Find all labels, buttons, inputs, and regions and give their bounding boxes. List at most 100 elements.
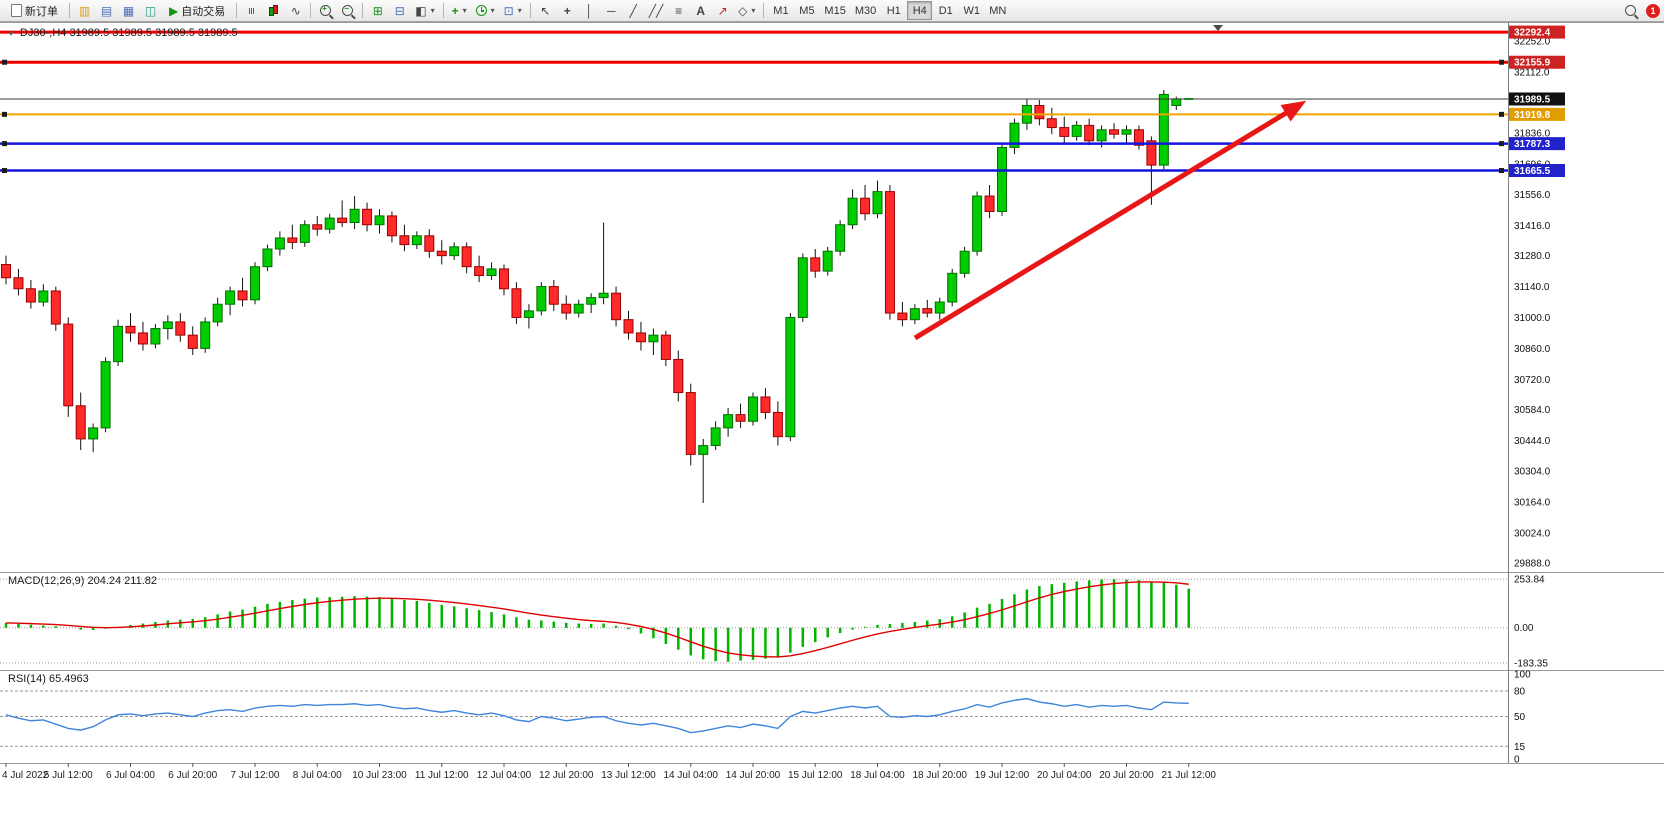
- equidistant-channel-icon: ╱╱: [648, 3, 664, 18]
- rsi-indicator-label: RSI(14) 65.4963: [8, 673, 89, 685]
- time-axis-label: 18 Jul 04:00: [850, 770, 905, 781]
- new-chart-icon: ◧: [415, 3, 427, 18]
- rsi-axis-label: 50: [1514, 712, 1526, 723]
- horizontal-line-button[interactable]: ─: [601, 1, 622, 20]
- trend-arrow[interactable]: [913, 104, 1298, 341]
- periods-button[interactable]: ▾: [472, 1, 499, 20]
- new-order-button[interactable]: 新订单: [4, 1, 65, 20]
- price-tick-label: 30584.0: [1514, 405, 1551, 416]
- hline-handle[interactable]: [2, 168, 7, 174]
- time-axis-label: 6 Jul 04:00: [106, 770, 155, 781]
- new-chart-button[interactable]: ◧ ▾: [411, 1, 438, 20]
- line-chart-icon: ∿: [290, 3, 301, 18]
- timeframe-button-M15[interactable]: M15: [820, 1, 849, 20]
- arrow-tool-icon: ↗: [717, 3, 728, 18]
- rsi-axis-label: 80: [1514, 687, 1526, 698]
- text-tool-icon: A: [696, 3, 705, 18]
- zoom-out-button[interactable]: −: [337, 1, 358, 20]
- hline-handle[interactable]: [2, 59, 7, 65]
- fibonacci-button[interactable]: ≡: [668, 1, 689, 20]
- timeframe-button-M5[interactable]: M5: [794, 1, 819, 20]
- trendline-button[interactable]: ╱: [623, 1, 644, 20]
- price-badge: [1509, 164, 1565, 178]
- line-chart-button[interactable]: ∿: [285, 1, 306, 20]
- rsi-axis-label: 0: [1514, 755, 1520, 766]
- time-axis-label: 7 Jul 12:00: [231, 770, 280, 781]
- channel-button[interactable]: ╱╱: [645, 1, 667, 20]
- indicators-plus-icon: +: [451, 3, 459, 18]
- price-axis[interactable]: 32252.032112.031836.031696.031556.031416…: [1509, 25, 1565, 570]
- timeframe-button-H4[interactable]: H4: [907, 1, 933, 20]
- timeframe-button-MN[interactable]: MN: [985, 1, 1010, 20]
- cursor-icon: ↖: [540, 3, 551, 18]
- timeframe-button-H1[interactable]: H1: [881, 1, 906, 20]
- one-click-trading-toggle[interactable]: ▼: [7, 28, 15, 38]
- autotrade-button[interactable]: ▶ 自动交易: [162, 1, 232, 20]
- vertical-line-icon: │: [585, 3, 593, 18]
- clock-icon: [475, 5, 487, 16]
- arrow-tool-button[interactable]: ↗: [712, 1, 733, 20]
- hline-handle[interactable]: [1499, 111, 1504, 117]
- candlestick-chart-button[interactable]: [263, 1, 284, 20]
- zoom-in-icon: +: [320, 4, 332, 16]
- price-tick-label: 31836.0: [1514, 128, 1551, 139]
- price-tick-label: 30164.0: [1514, 498, 1551, 509]
- bar-chart-button[interactable]: ≡: [241, 1, 262, 20]
- market-watch-button[interactable]: ▥: [74, 1, 95, 20]
- price-badge: [1509, 92, 1565, 106]
- chart-shift-marker[interactable]: [1213, 25, 1223, 31]
- hline-handle[interactable]: [1499, 141, 1504, 147]
- text-button[interactable]: A: [690, 1, 711, 20]
- search-button[interactable]: [1620, 1, 1641, 20]
- zoom-out-minus: −: [344, 4, 349, 13]
- symbol-ohlc-text: DJ30-,H4 31989.5 31989.5 31989.5 31989.5: [19, 27, 238, 39]
- price-badge-label: 32292.4: [1514, 28, 1551, 39]
- cascade-windows-button[interactable]: ⊟: [389, 1, 410, 20]
- time-axis-label: 5 Jul 12:00: [44, 770, 93, 781]
- toolbar-separator: [529, 3, 531, 18]
- crosshair-button[interactable]: +: [557, 1, 578, 20]
- time-axis-label: 14 Jul 20:00: [726, 770, 781, 781]
- shapes-button[interactable]: ◇ ▾: [734, 1, 759, 20]
- timeframe-button-M30[interactable]: M30: [851, 1, 880, 20]
- toolbar-separator: [69, 3, 70, 18]
- data-window-button[interactable]: ▤: [96, 1, 117, 20]
- timeframe-button-W1[interactable]: W1: [959, 1, 984, 20]
- dropdown-icon: ▾: [751, 5, 756, 15]
- hline-handle[interactable]: [1499, 168, 1504, 174]
- timeframe-button-D1[interactable]: D1: [933, 1, 958, 20]
- tile-windows-button[interactable]: ⊞: [367, 1, 388, 20]
- notification-badge[interactable]: 1: [1646, 3, 1660, 18]
- navigator-button[interactable]: ▦: [118, 1, 139, 20]
- cursor-button[interactable]: ↖: [535, 1, 556, 20]
- trend-arrow-head[interactable]: [1280, 100, 1307, 122]
- time-axis-label: 13 Jul 12:00: [601, 770, 656, 781]
- crosshair-icon: +: [563, 3, 571, 18]
- macd-histogram: [4, 579, 1190, 662]
- time-axis-label: 20 Jul 20:00: [1099, 770, 1154, 781]
- hline-handle[interactable]: [2, 111, 7, 117]
- candlestick-chart-icon: [268, 4, 279, 17]
- candles[interactable]: [1, 90, 1194, 503]
- price-tick-label: 31000.0: [1514, 313, 1551, 324]
- toolbar-separator: [236, 3, 238, 18]
- terminal-button[interactable]: ◫: [140, 1, 161, 20]
- hline-handle[interactable]: [1499, 59, 1504, 65]
- macd-indicator-label: MACD(12,26,9) 204.24 211.82: [8, 575, 157, 587]
- hline-handle[interactable]: [2, 141, 7, 147]
- chart-canvas[interactable]: 32252.032112.031836.031696.031556.031416…: [0, 22, 1664, 785]
- templates-button[interactable]: ⊡ ▾: [500, 1, 526, 20]
- time-axis-label: 11 Jul 12:00: [415, 770, 469, 781]
- symbol-header: ▼ DJ30-,H4 31989.5 31989.5 31989.5 31989…: [7, 27, 238, 39]
- main-toolbar: 新订单 ▥ ▤ ▦ ◫ ▶ 自动交易 ≡ ∿ + − ⊞ ⊟ ◧ ▾ + ▾ ▾ ⊡…: [0, 0, 1664, 22]
- vertical-line-button[interactable]: │: [579, 1, 600, 20]
- shapes-icon: ◇: [738, 3, 748, 18]
- timeframe-button-M1[interactable]: M1: [768, 1, 793, 20]
- price-tick-label: 32112.0: [1514, 67, 1550, 78]
- zoom-in-button[interactable]: +: [315, 1, 336, 20]
- indicators-button[interactable]: + ▾: [448, 1, 471, 20]
- rsi-axis-label: 15: [1514, 742, 1526, 753]
- time-axis-label: 19 Jul 12:00: [975, 770, 1030, 781]
